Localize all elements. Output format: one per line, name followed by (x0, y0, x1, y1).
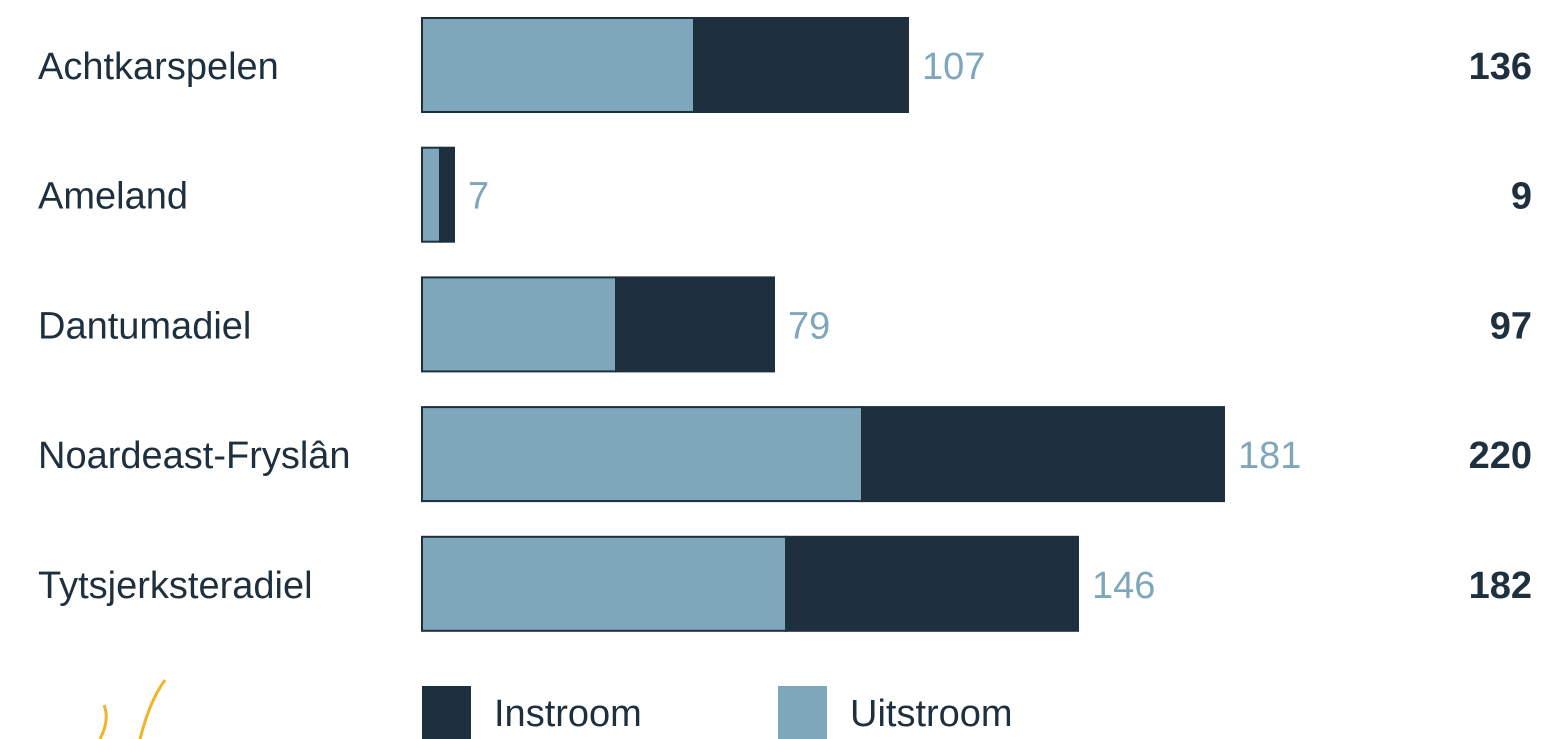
bar-segment (421, 535, 787, 632)
bar-segment (421, 17, 695, 113)
category-label: Tytsjerksteradiel (38, 565, 313, 607)
legend-label: Uitstroom (850, 693, 1013, 735)
value-label: 9 (1511, 176, 1532, 218)
legend-label: Instroom (494, 693, 642, 735)
legend-swatch (778, 686, 827, 739)
bar-segment (421, 146, 441, 243)
decoration (98, 679, 167, 739)
value-label: 181 (1238, 435, 1301, 477)
legend-swatch (422, 686, 471, 739)
value-label: 136 (1469, 46, 1532, 88)
bar-segment (785, 535, 1079, 632)
value-label: 107 (922, 46, 985, 88)
value-label: 220 (1469, 435, 1532, 477)
bar-segment (861, 406, 1225, 503)
bar-segment (421, 406, 863, 503)
value-label: 79 (788, 305, 830, 347)
bar-segment (693, 17, 909, 113)
value-label: 97 (1490, 305, 1532, 347)
bar-segment (421, 276, 617, 373)
category-label: Noardeast-Fryslân (38, 435, 351, 477)
category-label: Achtkarspelen (38, 46, 279, 88)
value-label: 182 (1469, 565, 1532, 607)
value-label: 7 (468, 176, 489, 218)
value-label: 146 (1092, 565, 1155, 607)
bar-segment (439, 146, 455, 243)
category-label: Dantumadiel (38, 305, 251, 347)
bar-segment (615, 276, 775, 373)
category-label: Ameland (38, 176, 188, 218)
